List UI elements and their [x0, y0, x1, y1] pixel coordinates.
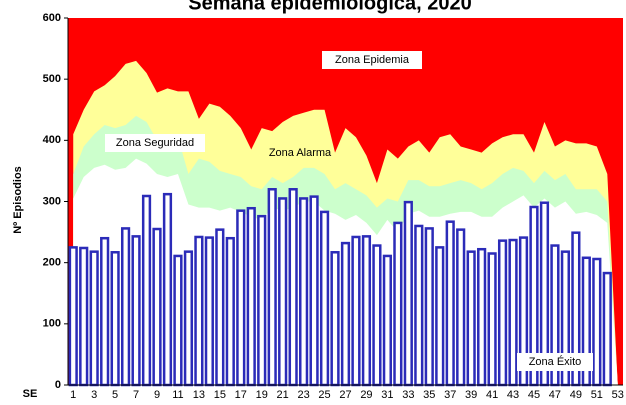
y-tick-label: 600 — [43, 12, 61, 24]
x-tick-label: 25 — [318, 389, 330, 401]
bar — [225, 236, 235, 387]
bar — [120, 227, 131, 387]
bar — [497, 239, 508, 387]
bar — [393, 221, 403, 387]
x-tick-label: 49 — [570, 389, 582, 401]
bar — [508, 238, 518, 387]
x-tick-label: 41 — [486, 389, 498, 401]
x-tick-label: 7 — [133, 389, 139, 401]
bar — [602, 271, 612, 387]
y-tick-label: 0 — [55, 379, 61, 391]
x-tick-label: 37 — [444, 389, 456, 401]
bar — [592, 257, 602, 387]
bar — [194, 235, 204, 387]
y-tick-label: 500 — [43, 73, 61, 85]
bar — [487, 252, 497, 387]
x-tick-label: 23 — [297, 389, 309, 401]
bar — [361, 235, 372, 387]
bar — [372, 244, 382, 387]
bar — [89, 250, 99, 387]
bar — [215, 228, 225, 387]
bar — [299, 197, 309, 387]
x-tick-label: 13 — [193, 389, 205, 401]
bar — [257, 214, 267, 387]
x-axis-label: SE — [23, 388, 38, 400]
bar — [445, 220, 455, 387]
x-tick-label: 47 — [549, 389, 561, 401]
bar — [414, 224, 424, 387]
bar — [435, 246, 445, 387]
bar — [100, 236, 110, 387]
x-tick-label: 29 — [360, 389, 372, 401]
chart-title: Semana epidemiológica, 2020 — [188, 0, 471, 14]
x-tick-label: 3 — [91, 389, 97, 401]
x-tick-label: 27 — [339, 389, 351, 401]
bar — [204, 236, 214, 387]
bar — [330, 251, 340, 387]
bar — [403, 200, 413, 387]
zone-label: Zona Epidemia — [335, 54, 410, 66]
bar — [477, 247, 487, 387]
bar — [79, 246, 89, 387]
label-box — [105, 134, 205, 152]
x-tick-label: 17 — [235, 389, 247, 401]
y-tick-label: 100 — [43, 318, 61, 330]
x-tick-label: 35 — [423, 389, 435, 401]
x-tick-label: 9 — [154, 389, 160, 401]
bar — [456, 228, 466, 387]
bar — [309, 195, 319, 387]
x-tick-label: 15 — [214, 389, 226, 401]
zone-label: Zona Seguridad — [116, 137, 194, 149]
bar — [110, 251, 120, 387]
x-tick-label: 43 — [507, 389, 519, 401]
bar — [131, 235, 141, 387]
zone-label: Zona Alarma — [269, 147, 332, 159]
y-tick-label: 300 — [43, 195, 61, 207]
bar — [267, 188, 277, 387]
x-tick-label: 19 — [256, 389, 268, 401]
y-tick-label: 400 — [43, 134, 61, 146]
y-tick-label: 200 — [43, 257, 61, 269]
bar — [152, 227, 162, 387]
bar — [288, 188, 298, 387]
bar — [246, 206, 256, 387]
x-tick-label: 45 — [528, 389, 540, 401]
x-tick-label: 11 — [172, 389, 183, 401]
bar — [183, 250, 194, 387]
x-tick-label: 51 — [591, 389, 603, 401]
label-box — [517, 353, 593, 371]
bar — [141, 194, 152, 387]
bar — [351, 235, 361, 387]
x-tick-label: 53 — [612, 389, 624, 401]
x-tick-label: 1 — [70, 389, 76, 401]
bar — [466, 250, 476, 387]
bar — [424, 227, 434, 387]
bar — [278, 197, 288, 387]
bar — [68, 246, 78, 387]
x-tick-label: 21 — [277, 389, 289, 401]
zone-label: Zona Éxito — [529, 355, 582, 368]
label-box — [322, 51, 422, 69]
bar — [173, 254, 183, 387]
y-axis-label: Nº Episodios — [12, 166, 24, 234]
bar — [340, 241, 351, 387]
bar — [382, 254, 392, 387]
x-tick-label: 39 — [465, 389, 477, 401]
bar — [319, 210, 330, 387]
x-tick-label: 33 — [402, 389, 414, 401]
x-tick-label: 5 — [112, 389, 118, 401]
bar — [162, 192, 173, 387]
x-tick-label: 31 — [381, 389, 393, 401]
bar — [236, 209, 246, 387]
